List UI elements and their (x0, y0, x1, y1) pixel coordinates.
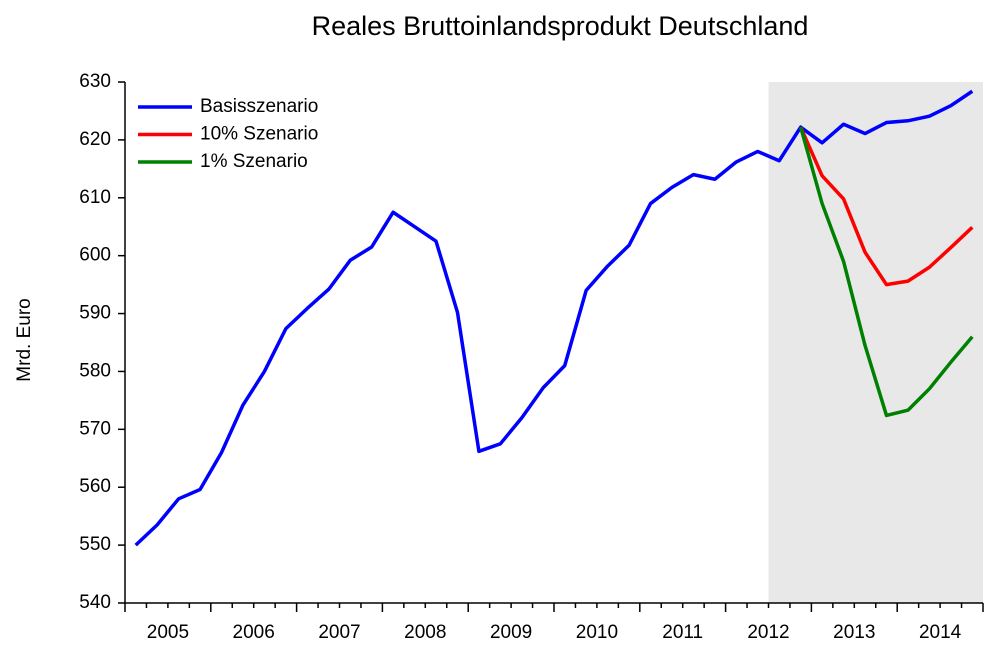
x-tick-label: 2007 (318, 622, 360, 643)
chart-title: Reales Bruttoinlandsprodukt Deutschland (312, 11, 809, 41)
legend-label: 1% Szenario (200, 151, 308, 172)
legend-label: Basisszenario (200, 96, 318, 117)
y-tick-label: 570 (79, 418, 111, 439)
x-tick-label: 2006 (233, 622, 275, 643)
legend-label: 10% Szenario (200, 124, 318, 145)
series-line (134, 89, 974, 547)
y-tick-label: 600 (79, 245, 111, 266)
x-tick-label: 2014 (919, 622, 962, 643)
x-tick-label: 2012 (747, 622, 789, 643)
x-tick-label: 2010 (576, 622, 618, 643)
y-axis-label: Mrd. Euro (14, 298, 35, 381)
y-tick-label: 560 (79, 476, 111, 497)
x-tick-label: 2008 (404, 622, 446, 643)
y-tick-label: 590 (79, 303, 111, 324)
y-tick-label: 610 (79, 187, 111, 208)
x-tick-label: 2011 (662, 622, 703, 643)
x-tick-label: 2009 (490, 622, 532, 643)
y-tick-label: 550 (79, 534, 111, 555)
series-line (798, 126, 974, 418)
y-tick-label: 630 (79, 71, 111, 92)
y-tick-label: 580 (79, 360, 111, 381)
y-tick-label: 540 (79, 592, 111, 613)
y-tick-label: 620 (79, 129, 111, 150)
shaded-region (768, 82, 983, 603)
x-tick-label: 2005 (147, 622, 189, 643)
x-tick-label: 2013 (833, 622, 875, 643)
series-line (799, 126, 974, 287)
